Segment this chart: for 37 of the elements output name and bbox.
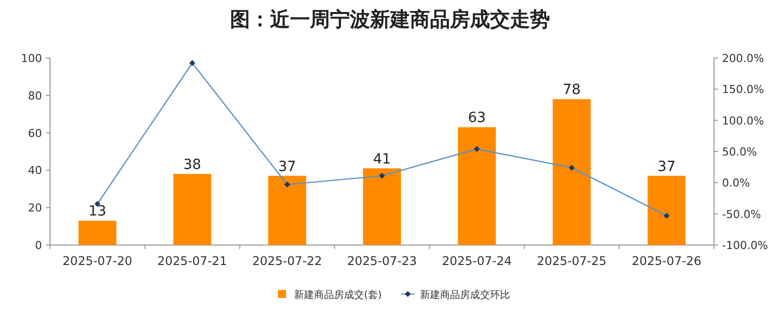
y-tick-label: 40 bbox=[28, 164, 42, 178]
data-label: 37 bbox=[658, 158, 676, 175]
data-label: 41 bbox=[373, 151, 391, 168]
y2-tick-label: -100.0% bbox=[722, 239, 768, 252]
x-tick-label: 2025-07-20 bbox=[62, 254, 132, 268]
data-label: 13 bbox=[88, 204, 106, 220]
bar bbox=[78, 220, 116, 245]
x-tick-label: 2025-07-26 bbox=[632, 254, 702, 268]
y2-tick-label: 150.0% bbox=[722, 83, 764, 96]
chart-title: 图：近一周宁波新建商品房成交走势 bbox=[230, 7, 550, 31]
y2-tick-label: 50.0% bbox=[722, 146, 757, 158]
y-tick-label: 20 bbox=[28, 202, 42, 215]
bar bbox=[268, 176, 306, 245]
bar bbox=[458, 127, 496, 245]
x-tick-label: 2025-07-21 bbox=[157, 254, 228, 268]
y-tick-label: 100 bbox=[21, 52, 42, 65]
bar bbox=[173, 174, 212, 245]
x-tick-label: 2025-07-24 bbox=[442, 254, 512, 268]
x-tick-label: 2025-07-22 bbox=[252, 254, 322, 268]
x-tick-label: 2025-07-25 bbox=[536, 254, 607, 268]
legend-label: 新建商品房成交环比 bbox=[420, 289, 510, 301]
bar bbox=[363, 168, 401, 245]
data-label: 63 bbox=[468, 110, 486, 126]
y2-tick-label: 0.0% bbox=[722, 176, 750, 190]
y2-tick-label: 100.0% bbox=[722, 114, 764, 128]
y-tick-label: 80 bbox=[28, 89, 42, 102]
y-tick-label: 60 bbox=[28, 126, 42, 140]
bar bbox=[552, 99, 591, 245]
legend-label: 新建商品房成交(套) bbox=[294, 289, 382, 301]
data-label: 38 bbox=[183, 156, 202, 173]
bar bbox=[648, 176, 686, 245]
y2-tick-label: -50.0% bbox=[722, 208, 761, 221]
y2-tick-label: 200.0% bbox=[722, 52, 764, 65]
x-tick-label: 2025-07-23 bbox=[347, 254, 417, 268]
data-label: 37 bbox=[278, 158, 296, 175]
data-label: 78 bbox=[562, 82, 581, 98]
y-tick-label: 0 bbox=[35, 239, 42, 252]
